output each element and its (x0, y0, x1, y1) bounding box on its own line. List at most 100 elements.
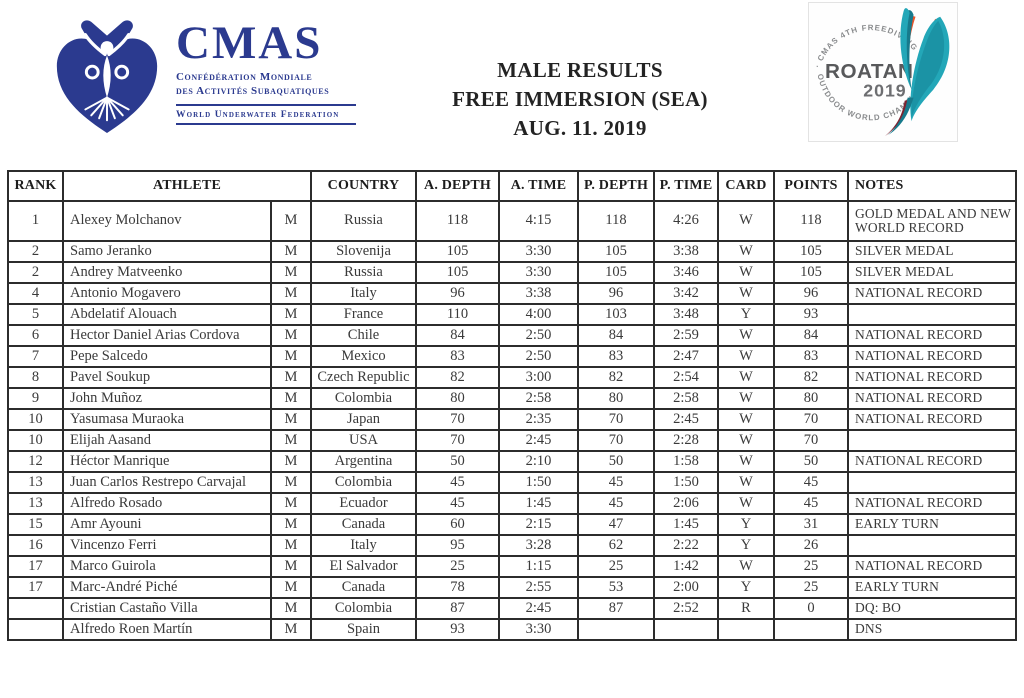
cell-gender: M (270, 240, 312, 263)
table-row: 17 Marc-André Piché M Canada 78 2:55 53 2:00 Y 25… (7, 576, 1017, 599)
cell-p-time: 2:52 (653, 597, 719, 620)
cell-points: 80 (773, 387, 849, 410)
cell-card: W (717, 282, 775, 305)
cell-p-time: 2:45 (653, 408, 719, 431)
cell-p-time (653, 618, 719, 641)
cell-points: 93 (773, 303, 849, 326)
cell-notes (847, 303, 1017, 326)
cell-rank: 16 (7, 534, 64, 557)
cell-notes: SILVER MEDAL (847, 240, 1017, 263)
col-header-a-depth: A. DEPTH (415, 170, 500, 202)
cell-p-depth: 25 (577, 555, 655, 578)
cell-athlete: Elijah Aasand (62, 429, 272, 452)
roatan-wordmark: ROATAN (825, 60, 913, 83)
cell-country: Canada (310, 513, 417, 536)
title-line-1: MALE RESULTS (497, 58, 663, 82)
cell-p-depth: 47 (577, 513, 655, 536)
cell-p-depth: 45 (577, 492, 655, 515)
cell-p-depth: 118 (577, 200, 655, 242)
cell-card: W (717, 324, 775, 347)
results-table: RANK ATHLETE COUNTRY A. DEPTH A. TIME P.… (7, 170, 1017, 641)
cell-notes: NATIONAL RECORD (847, 408, 1017, 431)
cell-p-depth: 105 (577, 240, 655, 263)
cell-notes: NATIONAL RECORD (847, 555, 1017, 578)
cell-a-depth: 110 (415, 303, 500, 326)
cell-country: Spain (310, 618, 417, 641)
cell-points: 118 (773, 200, 849, 242)
roatan-tail-icon (884, 8, 950, 137)
cell-points: 45 (773, 471, 849, 494)
cell-gender: M (270, 200, 312, 242)
cell-card: R (717, 597, 775, 620)
cell-notes: NATIONAL RECORD (847, 387, 1017, 410)
cell-a-depth: 93 (415, 618, 500, 641)
cell-country: Argentina (310, 450, 417, 473)
cell-a-depth: 84 (415, 324, 500, 347)
cell-country: France (310, 303, 417, 326)
cell-country: USA (310, 429, 417, 452)
cell-notes: NATIONAL RECORD (847, 282, 1017, 305)
cell-athlete: Marc-André Piché (62, 576, 272, 599)
cell-gender: M (270, 513, 312, 536)
table-row: 15 Amr Ayouni M Canada 60 2:15 47 1:45 Y 31 EARLY … (7, 513, 1017, 536)
cell-rank: 17 (7, 555, 64, 578)
cell-athlete: Andrey Matveenko (62, 261, 272, 284)
cell-gender: M (270, 366, 312, 389)
table-row: 10 Yasumasa Muraoka M Japan 70 2:35 70 2:45 W 70 N… (7, 408, 1017, 431)
cell-notes: NATIONAL RECORD (847, 366, 1017, 389)
cell-card: Y (717, 576, 775, 599)
cell-card: W (717, 492, 775, 515)
cell-points: 31 (773, 513, 849, 536)
cell-p-time: 1:50 (653, 471, 719, 494)
cell-points: 83 (773, 345, 849, 368)
cell-country: Italy (310, 282, 417, 305)
cell-country: Czech Republic (310, 366, 417, 389)
cmas-logo-text: CMAS Confédération Mondiale des Activité… (176, 20, 356, 125)
cell-p-time: 1:42 (653, 555, 719, 578)
cell-a-depth: 80 (415, 387, 500, 410)
cell-rank: 12 (7, 450, 64, 473)
cell-p-time: 3:38 (653, 240, 719, 263)
cell-notes (847, 534, 1017, 557)
cell-a-time: 3:38 (498, 282, 579, 305)
cell-athlete: Marco Guirola (62, 555, 272, 578)
cell-p-time: 2:59 (653, 324, 719, 347)
roatan-2019-logo: · CMAS 4TH FREEDIVING OUTDOOR WORLD CHAM… (807, 0, 958, 142)
cell-p-depth: 53 (577, 576, 655, 599)
cell-rank: 4 (7, 282, 64, 305)
cell-athlete: Samo Jeranko (62, 240, 272, 263)
cell-athlete: Abdelatif Alouach (62, 303, 272, 326)
cell-p-time: 4:26 (653, 200, 719, 242)
cell-athlete: Vincenzo Ferri (62, 534, 272, 557)
table-row: 1 Alexey Molchanov M Russia 118 4:15 118 4:26 W 1… (7, 200, 1017, 242)
table-row: 7 Pepe Salcedo M Mexico 83 2:50 83 2:47 W 83 NATIO… (7, 345, 1017, 368)
cell-p-time: 2:28 (653, 429, 719, 452)
table-row: Alfredo Roen Martín M Spain 93 3:30 DNS (7, 618, 1017, 641)
cell-card: Y (717, 534, 775, 557)
cell-a-time: 2:35 (498, 408, 579, 431)
cell-country: Colombia (310, 471, 417, 494)
col-header-p-depth: P. DEPTH (577, 170, 655, 202)
cell-a-time: 3:30 (498, 261, 579, 284)
cell-a-time: 1:15 (498, 555, 579, 578)
cell-card: Y (717, 303, 775, 326)
cell-rank: 9 (7, 387, 64, 410)
cell-rank: 5 (7, 303, 64, 326)
cell-rank: 8 (7, 366, 64, 389)
cell-athlete: Juan Carlos Restrepo Carvajal (62, 471, 272, 494)
cell-country: Colombia (310, 387, 417, 410)
cell-rank: 7 (7, 345, 64, 368)
cell-notes (847, 429, 1017, 452)
cell-a-time: 2:15 (498, 513, 579, 536)
cell-a-depth: 70 (415, 408, 500, 431)
cell-rank: 1 (7, 200, 64, 242)
cell-athlete: Amr Ayouni (62, 513, 272, 536)
cell-a-time: 3:28 (498, 534, 579, 557)
cell-rank: 17 (7, 576, 64, 599)
cell-gender: M (270, 618, 312, 641)
cell-rank: 10 (7, 429, 64, 452)
cell-country: Japan (310, 408, 417, 431)
cell-country: Colombia (310, 597, 417, 620)
cell-notes: EARLY TURN (847, 576, 1017, 599)
table-row: 4 Antonio Mogavero M Italy 96 3:38 96 3:42 W 96 NA… (7, 282, 1017, 305)
